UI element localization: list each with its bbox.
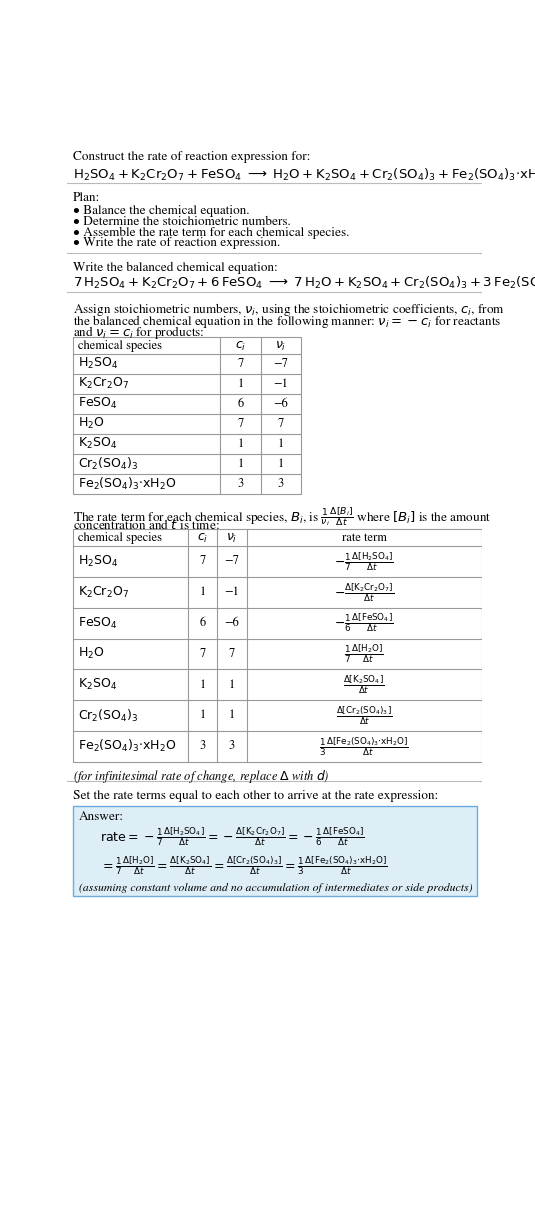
Text: $\mathregular{7\,H_2SO_4 + K_2Cr_2O_7 + 6\,FeSO_4}$$\;\mathregular{\longrightarr: $\mathregular{7\,H_2SO_4 + K_2Cr_2O_7 + … [73, 275, 535, 291]
Text: 1: 1 [229, 709, 235, 721]
Text: −6: −6 [225, 617, 239, 629]
Text: −7: −7 [273, 358, 288, 370]
Text: Assign stoichiometric numbers, $\nu_i$, using the stoichiometric coefficients, $: Assign stoichiometric numbers, $\nu_i$, … [73, 301, 505, 318]
Text: $\mathregular{H_2O}$: $\mathregular{H_2O}$ [78, 646, 104, 662]
Text: 1: 1 [238, 378, 243, 389]
Text: −7: −7 [225, 556, 239, 568]
Text: chemical species: chemical species [78, 533, 162, 545]
Text: Plan:: Plan: [73, 193, 101, 204]
Text: Construct the rate of reaction expression for:: Construct the rate of reaction expressio… [73, 151, 310, 163]
Text: and $\nu_i = c_i$ for products:: and $\nu_i = c_i$ for products: [73, 325, 205, 342]
Bar [73, 529, 482, 762]
Text: $\mathregular{FeSO_4}$: $\mathregular{FeSO_4}$ [78, 396, 118, 411]
Text: 1: 1 [278, 437, 284, 449]
Text: The rate term for each chemical species, $B_i$, is $\frac{1}{\nu_i}\frac{\Delta[: The rate term for each chemical species,… [73, 505, 492, 528]
Text: 3: 3 [229, 741, 235, 753]
Text: 7: 7 [200, 556, 205, 568]
Bar [73, 806, 477, 896]
Text: $\mathregular{H_2SO_4}$: $\mathregular{H_2SO_4}$ [78, 554, 118, 569]
Text: 7: 7 [278, 418, 284, 430]
Text: 7: 7 [229, 647, 235, 660]
Text: −1: −1 [225, 586, 239, 598]
Text: $= \frac{1}{7}\frac{\Delta[\mathrm{H_2O}]}{\Delta t} = \frac{\Delta[\mathrm{K_2S: $= \frac{1}{7}\frac{\Delta[\mathrm{H_2O}… [100, 854, 388, 877]
Text: $\mathrm{rate} = -\frac{1}{7}\frac{\Delta[\mathrm{H_2SO_4}]}{\Delta t} = -\frac{: $\mathrm{rate} = -\frac{1}{7}\frac{\Delt… [100, 825, 365, 848]
Text: 1: 1 [238, 458, 243, 470]
Text: $-\frac{1}{6}\frac{\Delta[\mathrm{FeSO_4}]}{\Delta t}$: $-\frac{1}{6}\frac{\Delta[\mathrm{FeSO_4… [334, 611, 394, 634]
Text: Answer:: Answer: [79, 811, 124, 823]
Text: $-\frac{1}{7}\frac{\Delta[\mathrm{H_2SO_4}]}{\Delta t}$: $-\frac{1}{7}\frac{\Delta[\mathrm{H_2SO_… [334, 550, 394, 573]
Text: (for infinitesimal rate of change, replace $\Delta$ with $d$): (for infinitesimal rate of change, repla… [73, 768, 330, 785]
Text: $\frac{1}{7}\frac{\Delta[\mathrm{H_2O}]}{\Delta t}$: $\frac{1}{7}\frac{\Delta[\mathrm{H_2O}]}… [344, 643, 384, 666]
Text: Write the balanced chemical equation:: Write the balanced chemical equation: [73, 262, 278, 274]
Text: 1: 1 [238, 437, 243, 449]
Text: $\mathregular{Cr_2(SO_4)_3}$: $\mathregular{Cr_2(SO_4)_3}$ [78, 708, 138, 724]
Text: the balanced chemical equation in the following manner: $\nu_i = -c_i$ for react: the balanced chemical equation in the fo… [73, 313, 501, 330]
Text: $\mathregular{FeSO_4}$: $\mathregular{FeSO_4}$ [78, 616, 118, 631]
Text: Set the rate terms equal to each other to arrive at the rate expression:: Set the rate terms equal to each other t… [73, 790, 438, 802]
Text: 6: 6 [238, 397, 243, 410]
Bar [73, 337, 301, 494]
Text: $c_i$: $c_i$ [197, 533, 208, 545]
Text: $\mathregular{K_2Cr_2O_7}$: $\mathregular{K_2Cr_2O_7}$ [78, 376, 129, 391]
Text: • Balance the chemical equation.: • Balance the chemical equation. [73, 205, 249, 217]
Text: • Assemble the rate term for each chemical species.: • Assemble the rate term for each chemic… [73, 227, 349, 239]
Text: 1: 1 [278, 458, 284, 470]
Text: $\mathregular{Cr_2(SO_4)_3}$: $\mathregular{Cr_2(SO_4)_3}$ [78, 455, 138, 472]
Text: $-\frac{\Delta[\mathrm{K_2Cr_2O_7}]}{\Delta t}$: $-\frac{\Delta[\mathrm{K_2Cr_2O_7}]}{\De… [334, 581, 394, 604]
Text: • Write the rate of reaction expression.: • Write the rate of reaction expression. [73, 237, 280, 249]
Text: 1: 1 [229, 679, 235, 691]
Text: $\frac{\Delta[\mathrm{K_2SO_4}]}{\Delta t}$: $\frac{\Delta[\mathrm{K_2SO_4}]}{\Delta … [343, 673, 385, 696]
Text: $\mathregular{K_2Cr_2O_7}$: $\mathregular{K_2Cr_2O_7}$ [78, 585, 129, 600]
Text: 3: 3 [238, 478, 243, 489]
Text: 1: 1 [200, 586, 205, 598]
Text: concentration and $t$ is time:: concentration and $t$ is time: [73, 518, 220, 532]
Text: −6: −6 [273, 397, 288, 410]
Text: rate term: rate term [342, 533, 386, 544]
Text: $c_i$: $c_i$ [235, 339, 246, 353]
Text: • Determine the stoichiometric numbers.: • Determine the stoichiometric numbers. [73, 216, 291, 227]
Text: 7: 7 [238, 358, 243, 370]
Text: $\frac{1}{3}\frac{\Delta[\mathrm{Fe_2(SO_4)_3{\cdot}xH_2O}]}{\Delta t}$: $\frac{1}{3}\frac{\Delta[\mathrm{Fe_2(SO… [319, 734, 409, 757]
Text: $\mathregular{Fe_2(SO_4)_3{\cdot}xH_2O}$: $\mathregular{Fe_2(SO_4)_3{\cdot}xH_2O}$ [78, 738, 176, 754]
Text: $\mathregular{H_2O}$: $\mathregular{H_2O}$ [78, 416, 104, 431]
Text: (assuming constant volume and no accumulation of intermediates or side products): (assuming constant volume and no accumul… [79, 883, 473, 893]
Text: 6: 6 [200, 617, 205, 629]
Text: $\mathregular{K_2SO_4}$: $\mathregular{K_2SO_4}$ [78, 678, 117, 692]
Text: 3: 3 [278, 478, 284, 489]
Text: $\nu_i$: $\nu_i$ [275, 339, 286, 353]
Text: $\mathregular{K_2SO_4}$: $\mathregular{K_2SO_4}$ [78, 436, 117, 452]
Text: 3: 3 [200, 741, 205, 753]
Text: 7: 7 [238, 418, 243, 430]
Text: chemical species: chemical species [78, 339, 162, 352]
Text: $\mathregular{Fe_2(SO_4)_3{\cdot}xH_2O}$: $\mathregular{Fe_2(SO_4)_3{\cdot}xH_2O}$ [78, 476, 176, 492]
Text: 7: 7 [200, 647, 205, 660]
Text: 1: 1 [200, 709, 205, 721]
Text: $\mathregular{H_2SO_4 + K_2Cr_2O_7 + FeSO_4}$$\;\mathregular{\longrightarrow}\;$: $\mathregular{H_2SO_4 + K_2Cr_2O_7 + FeS… [73, 167, 535, 182]
Text: −1: −1 [273, 378, 288, 389]
Text: $\frac{\Delta[\mathrm{Cr_2(SO_4)_3}]}{\Delta t}$: $\frac{\Delta[\mathrm{Cr_2(SO_4)_3}]}{\D… [336, 704, 392, 727]
Text: $\nu_i$: $\nu_i$ [226, 533, 238, 545]
Text: 1: 1 [200, 679, 205, 691]
Text: $\mathregular{H_2SO_4}$: $\mathregular{H_2SO_4}$ [78, 356, 118, 371]
